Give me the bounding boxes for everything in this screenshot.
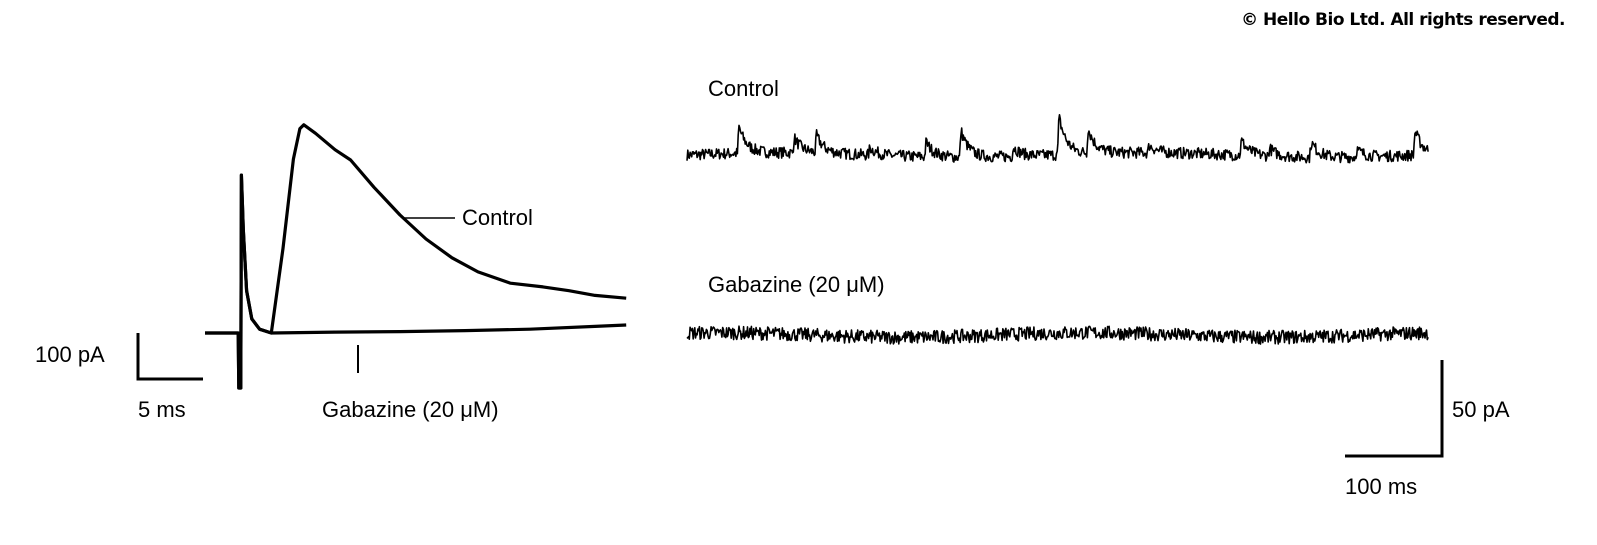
- trace-control-spontaneous: [686, 114, 1429, 164]
- copyright-notice: © Hello Bio Ltd. All rights reserved.: [1241, 10, 1565, 30]
- series-label-gabazine-right: Gabazine (20 μM): [708, 272, 885, 297]
- evoked-panel: [205, 123, 627, 390]
- series-label-gabazine-left: Gabazine (20 μM): [322, 397, 499, 422]
- trace-gabazine-evoked: [205, 173, 627, 390]
- y-scale-label-right: 50 pA: [1452, 397, 1510, 422]
- trace-gabazine-spontaneous: [686, 325, 1429, 345]
- x-scale-label-left: 5 ms: [138, 397, 186, 422]
- trace-control-evoked: [205, 123, 627, 390]
- scale-bar-right: [1345, 360, 1444, 458]
- y-scale-label-left: 100 pA: [35, 342, 105, 367]
- spontaneous-panel: [686, 114, 1429, 345]
- x-scale-label-right: 100 ms: [1345, 474, 1418, 499]
- scale-bar-left: [136, 333, 203, 381]
- series-label-control-right: Control: [708, 76, 779, 101]
- series-label-control-left: Control: [462, 205, 533, 230]
